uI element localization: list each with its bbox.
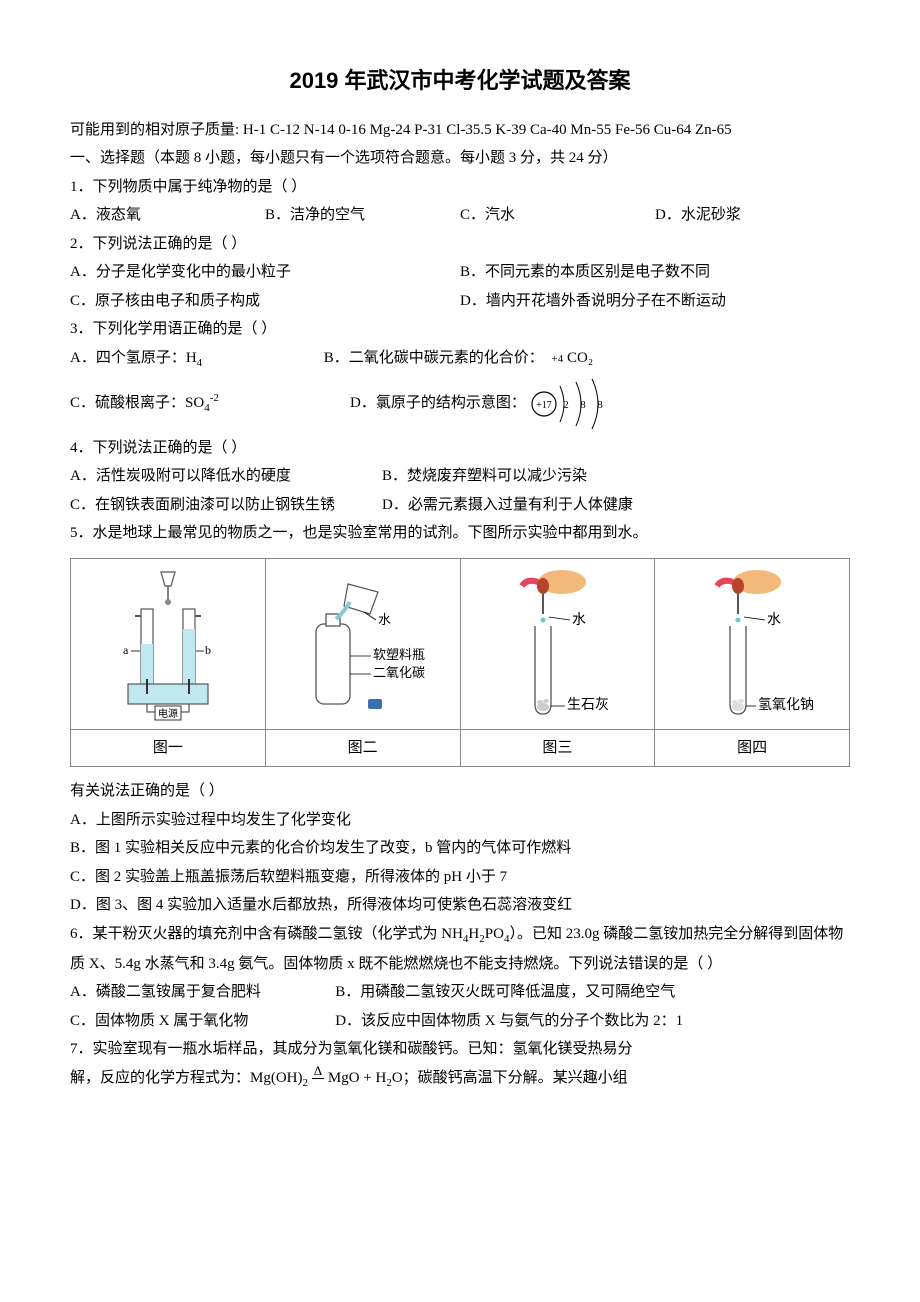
q1-stem: 1．下列物质中属于纯净物的是（ ）	[70, 173, 850, 202]
q7-stem2a: 解，反应的化学方程式为：Mg(OH)	[70, 1070, 303, 1086]
q3-row1: A．四个氢原子：H4 B．二氧化碳中碳元素的化合价： +4 CO₂	[70, 344, 850, 374]
q7-stem2c: O；碳酸钙高温下分解。某兴趣小组	[392, 1070, 628, 1086]
fig2-bottle-label: 软塑料瓶	[373, 647, 425, 662]
q7-stem-line1: 7．实验室现有一瓶水垢样品，其成分为氢氧化镁和碳酸钙。已知：氢氧化镁受热易分	[70, 1035, 850, 1064]
q3-opt-c-text: C．硫酸根离子：SO	[70, 395, 204, 411]
q4-options-row1: A．活性炭吸附可以降低水的硬度 B．焚烧废弃塑料可以减少污染	[70, 462, 850, 491]
q3-opt-b-co2: CO₂	[567, 350, 593, 366]
q6-stem-a: 6．某干粉灭火器的填充剂中含有磷酸二氢铵（化学式为 NH	[70, 926, 463, 942]
chlorine-atom-diagram: +17 2 8 8	[526, 374, 616, 434]
q1-opt-c: C．汽水	[460, 201, 655, 230]
naoh-tube-diagram: 水 氢氧化钠	[672, 564, 832, 724]
q1-opt-d: D．水泥砂浆	[655, 201, 850, 230]
lime-tube-diagram: 水 生石灰	[477, 564, 637, 724]
fig2-co2-label: 二氧化碳	[373, 665, 425, 680]
q6-opt-a: A．磷酸二氢铵属于复合肥料	[70, 978, 335, 1007]
q6-stem-c: PO	[485, 926, 504, 942]
q3-opt-c-sup: -2	[210, 392, 219, 404]
plastic-bottle-diagram: 水 软塑料瓶 二氧化碳	[278, 564, 448, 724]
q3-opt-d-text: D．氯原子的结构示意图：	[350, 389, 526, 418]
q5-stem: 5．水是地球上最常见的物质之一，也是实验室常用的试剂。下图所示实验中都用到水。	[70, 519, 850, 548]
q3-opt-a-sub: 4	[197, 357, 203, 369]
q6-opt-d: D．该反应中固体物质 X 与氨气的分子个数比为 2：1	[335, 1007, 683, 1036]
q7-stem2b: MgO + H	[328, 1070, 386, 1086]
q5-fig4-caption: 图四	[655, 730, 849, 767]
q5-opt-a: A．上图所示实验过程中均发生了化学变化	[70, 806, 850, 835]
q5-figure-row: 电源 a b 图一 水 软塑	[70, 558, 850, 768]
q1-opt-b: B．洁净的空气	[265, 201, 460, 230]
q3-opt-b-charge: +4	[552, 353, 564, 365]
q5-fig1: 电源 a b 图一	[71, 559, 266, 767]
q2-opt-b: B．不同元素的本质区别是电子数不同	[460, 258, 850, 287]
fig1-power-label: 电源	[158, 707, 178, 720]
q5-fig1-caption: 图一	[71, 730, 265, 767]
q3-stem: 3．下列化学用语正确的是（ ）	[70, 315, 850, 344]
q6-options-row2: C．固体物质 X 属于氧化物 D．该反应中固体物质 X 与氨气的分子个数比为 2…	[70, 1007, 850, 1036]
q3-row2: C．硫酸根离子：SO4-2 D．氯原子的结构示意图： +17 2 8 8	[70, 374, 850, 434]
q3-opt-b-text: B．二氧化碳中碳元素的化合价：	[324, 350, 544, 366]
fig4-naoh-label: 氢氧化钠	[758, 697, 814, 713]
q2-options-row1: A．分子是化学变化中的最小粒子 B．不同元素的本质区别是电子数不同	[70, 258, 850, 287]
q2-opt-c: C．原子核由电子和质子构成	[70, 287, 460, 316]
q6-stem-b: H	[468, 926, 479, 942]
svg-text:+17: +17	[536, 400, 552, 411]
q4-opt-a: A．活性炭吸附可以降低水的硬度	[70, 462, 382, 491]
q6-options-row1: A．磷酸二氢铵属于复合肥料 B．用磷酸二氢铵灭火既可降低温度，又可隔绝空气	[70, 978, 850, 1007]
q1-opt-a: A．液态氧	[70, 201, 265, 230]
q2-opt-d: D．墙内开花墙外香说明分子在不断运动	[460, 287, 850, 316]
fig3-water-label: 水	[572, 612, 586, 628]
q5-fig2: 水 软塑料瓶 二氧化碳 图二	[266, 559, 461, 767]
q6-opt-b: B．用磷酸二氢铵灭火既可降低温度，又可隔绝空气	[335, 978, 675, 1007]
q5-opt-b: B．图 1 实验相关反应中元素的化合价均发生了改变，b 管内的气体可作燃料	[70, 834, 850, 863]
q5-fig2-caption: 图二	[266, 730, 460, 767]
q4-options-row2: C．在钢铁表面刷油漆可以防止钢铁生锈 D．必需元素摄入过量有利于人体健康	[70, 491, 850, 520]
q2-options-row2: C．原子核由电子和质子构成 D．墙内开花墙外香说明分子在不断运动	[70, 287, 850, 316]
q5-fig4: 水 氢氧化钠 图四	[655, 559, 849, 767]
q7-stem-line2: 解，反应的化学方程式为：Mg(OH)2 Δ MgO + H2O；碳酸钙高温下分解…	[70, 1064, 850, 1094]
fig4-water-label: 水	[767, 612, 781, 628]
svg-text:2: 2	[563, 399, 569, 411]
atomic-masses: 可能用到的相对原子质量: H-1 C-12 N-14 0-16 Mg-24 P-…	[70, 116, 850, 145]
fig1-a-label: a	[123, 643, 129, 657]
page-title: 2019 年武汉市中考化学试题及答案	[70, 60, 850, 102]
q4-stem: 4．下列说法正确的是（ ）	[70, 434, 850, 463]
q4-opt-b: B．焚烧废弃塑料可以减少污染	[382, 462, 694, 491]
q3-opt-b-formula: +4 CO₂	[552, 351, 594, 366]
q3-opt-a-text: A．四个氢原子：H	[70, 350, 197, 366]
delta-symbol: Δ	[312, 1064, 324, 1079]
fig2-water-label: 水	[378, 612, 391, 627]
electrolysis-diagram: 电源 a b	[93, 564, 243, 724]
svg-text:8: 8	[597, 399, 603, 411]
q4-opt-c: C．在钢铁表面刷油漆可以防止钢铁生锈	[70, 491, 382, 520]
q4-opt-d: D．必需元素摄入过量有利于人体健康	[382, 491, 694, 520]
q5-opt-d: D．图 3、图 4 实验加入适量水后都放热，所得液体均可使紫色石蕊溶液变红	[70, 891, 850, 920]
q5-fig3-caption: 图三	[461, 730, 655, 767]
q5-opt-c: C．图 2 实验盖上瓶盖振荡后软塑料瓶变瘪，所得液体的 pH 小于 7	[70, 863, 850, 892]
q2-stem: 2．下列说法正确的是（ ）	[70, 230, 850, 259]
q5-fig3: 水 生石灰 图三	[461, 559, 656, 767]
fig1-b-label: b	[205, 643, 211, 657]
q6-opt-c: C．固体物质 X 属于氧化物	[70, 1007, 335, 1036]
q2-opt-a: A．分子是化学变化中的最小粒子	[70, 258, 460, 287]
svg-text:8: 8	[580, 399, 586, 411]
q6-stem: 6．某干粉灭火器的填充剂中含有磷酸二氢铵（化学式为 NH4H2PO4）。已知 2…	[70, 920, 850, 978]
reaction-condition: Δ	[312, 1064, 324, 1094]
q5-post: 有关说法正确的是（ ）	[70, 777, 850, 806]
fig3-lime-label: 生石灰	[567, 697, 609, 713]
section-1-heading: 一、选择题（本题 8 小题，每小题只有一个选项符合题意。每小题 3 分，共 24…	[70, 144, 850, 173]
q1-options: A．液态氧 B．洁净的空气 C．汽水 D．水泥砂浆	[70, 201, 850, 230]
